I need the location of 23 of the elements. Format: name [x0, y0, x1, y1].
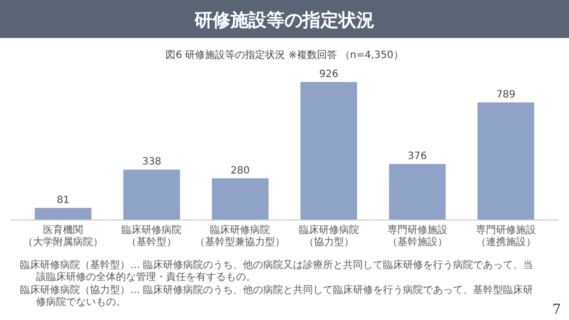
x-tick-label: 専門研修施設（基幹施設） [387, 224, 448, 248]
chart-subtitle: 図6 研修施設等の指定状況 ※複数回答 （n=4,350） [166, 49, 404, 61]
data-label: 81 [56, 194, 70, 206]
bar [212, 178, 269, 220]
bar [300, 82, 358, 220]
data-label: 376 [408, 150, 427, 162]
x-tick-label: 臨床研修病院（協力型） [298, 224, 359, 248]
bar [34, 208, 92, 220]
data-label: 789 [496, 89, 516, 100]
bar [388, 164, 446, 220]
x-tick-label: 医育機関（大学附属病院） [23, 224, 104, 248]
x-tick-label: 専門研修施設（連携施設） [476, 224, 536, 248]
data-label: 280 [230, 165, 250, 176]
text: 臨床研修病院（協力型）… 臨床研修病院のうち、他の病院と共同して臨床研修を行う病院であって、基幹型臨床研修病院でないもの。 [20, 284, 534, 308]
text: 臨床研修病院（基幹型）… 臨床研修病院のうち、他の病院又は診療所と共同して臨床研修を行う病院であって、当該臨床研修の全体的な管理・責任を有するもの。 [20, 259, 534, 283]
x-tick-label: 臨床研修病院（基幹型兼協力型） [195, 224, 286, 248]
data-label: 926 [319, 69, 338, 80]
bar [478, 102, 534, 220]
bar [123, 170, 180, 220]
chart-title: 研修施設等の指定状況 [194, 10, 374, 31]
text: 7 [552, 302, 561, 318]
data-label: 338 [142, 156, 162, 168]
x-tick-label: 臨床研修病院（基幹型） [122, 224, 182, 248]
